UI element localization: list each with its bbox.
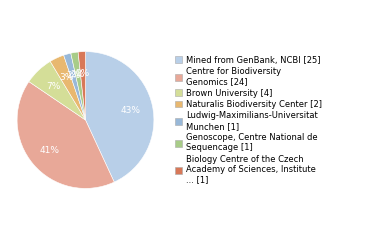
Text: 3%: 3% — [59, 73, 73, 82]
Text: 2%: 2% — [76, 69, 90, 78]
Wedge shape — [78, 52, 86, 120]
Wedge shape — [64, 53, 86, 120]
Text: 43%: 43% — [121, 106, 141, 114]
Text: 2%: 2% — [71, 70, 85, 79]
Text: 7%: 7% — [46, 82, 61, 91]
Legend: Mined from GenBank, NCBI [25], Centre for Biodiversity
Genomics [24], Brown Univ: Mined from GenBank, NCBI [25], Centre fo… — [175, 55, 321, 185]
Text: 2%: 2% — [66, 71, 80, 80]
Wedge shape — [86, 52, 154, 182]
Wedge shape — [29, 61, 86, 120]
Wedge shape — [71, 52, 86, 120]
Wedge shape — [50, 55, 86, 120]
Text: 41%: 41% — [40, 146, 60, 155]
Wedge shape — [17, 82, 114, 188]
